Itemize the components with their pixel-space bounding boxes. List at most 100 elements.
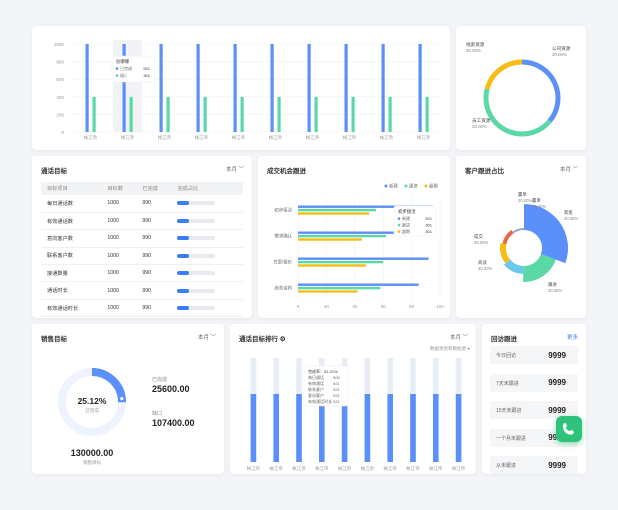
follow-up-value: 9999 (548, 460, 566, 470)
sales-target-title: 销售目标 (41, 336, 67, 343)
data-update-note[interactable]: 数据更新和数据源 ● (430, 346, 470, 351)
legend-dot (115, 74, 119, 77)
y-tick-label: 商务谈判 (274, 285, 292, 292)
call-target-period-select[interactable]: 本月 ﹀ (225, 167, 244, 173)
table-row: 联系客户数 1000 990 (41, 247, 243, 266)
tooltip-row: 完成率：91.21% (308, 368, 338, 374)
resource-donut-card: 线索资源 30.00% 公司资源 30.00% 员工资源 30.00% (456, 26, 586, 150)
bar-series-2 (425, 96, 429, 132)
y-tick-label: 400 (56, 95, 64, 100)
legend-dot (424, 184, 428, 188)
x-tick-label: 80 (409, 304, 414, 309)
sales-percent-label: 已完成 (85, 408, 99, 413)
x-tick-label: 帐江帝 (121, 134, 135, 141)
customer-ratio-chart: 赢单30.00%新客30.00%跟进30.00%成交30.00%商谈30.00%… (474, 191, 578, 293)
call-ranking-chart: 帐江帝 帐江帝 帐江帝 帐江帝 帐江帝 帐江帝 帐江帝 帐江帝 帐江帝 帐江帝 完成率：91.21%… (247, 358, 466, 472)
follow-up-label: 一个月未跟进 (496, 435, 527, 442)
progress-cell (171, 212, 243, 231)
x-tick-label: 帐江帝 (429, 465, 443, 472)
hbar (298, 264, 367, 267)
legend-label: 新建 (389, 183, 398, 190)
follow-up-label: 15天未跟进 (496, 408, 522, 414)
call-target-table: 目标项目 目标数 已完成 完成占比 每日通话数 1000 990 有效通话数 1000 9… (41, 182, 243, 318)
table-cell: 每日通话数 (41, 195, 102, 213)
x-tick-label: 帐江帝 (361, 465, 375, 472)
progress-cell (171, 195, 243, 213)
bar-series-2 (92, 96, 96, 132)
progress-bar (177, 288, 216, 293)
table-cell: 接通数量 (41, 264, 102, 283)
bar (319, 394, 325, 462)
progress-bar (177, 253, 216, 258)
hbar (298, 286, 381, 290)
deal-follow-chart: 新建 跟进 超期0 20 40 60 80 100初步接洽需求确认方案/报价商务谈判初步接洽新… (273, 183, 444, 309)
sales-target-label: 销售目标 (83, 460, 101, 465)
table-cell: 1000 (101, 264, 137, 283)
bar (387, 394, 393, 462)
pie-label: 赢单 (532, 197, 541, 204)
rose-slice (524, 204, 568, 264)
tooltip-label: 跟进 (402, 222, 410, 228)
bar-series-1 (233, 44, 237, 132)
table-cell: 1000 (101, 212, 137, 231)
bar-series-1 (85, 44, 89, 132)
follow-up-item[interactable]: 从未跟进 9999 (490, 456, 578, 474)
table-row: 有效通话数 1000 990 (41, 212, 243, 231)
x-tick-label: 帐江帝 (417, 134, 431, 141)
progress-fill (177, 253, 189, 258)
progress-cell (171, 264, 243, 283)
phone-call-button[interactable] (556, 416, 582, 442)
legend-label: 跟进 (409, 183, 418, 190)
tooltip-value: 921 (425, 216, 432, 221)
follow-up-item[interactable]: 15天未跟进 9999 (490, 401, 578, 419)
bar (296, 394, 302, 462)
sales-target-card: 销售目标 本月 ﹀ 25.12% 已完成 已完成 25600.00 缺口 107… (32, 324, 224, 474)
phone-icon (563, 423, 574, 435)
follow-up-item[interactable]: 今日回访 9999 (490, 346, 578, 364)
bar (455, 394, 462, 462)
follow-up-title: 回访跟进 (491, 336, 517, 343)
follow-up-more-link[interactable]: 更多 (566, 335, 578, 341)
tooltip-row: 每日通话 500 (308, 374, 341, 380)
follow-up-item[interactable]: 7天未跟进 9999 (490, 373, 578, 392)
x-tick-label: 帐江帝 (406, 465, 420, 472)
sales-target-period-select[interactable]: 本月 ﹀ (197, 335, 216, 341)
y-tick-label: 1000 (54, 42, 65, 47)
bar-series-2 (166, 96, 170, 132)
sales-done-label: 已完成 (152, 377, 168, 383)
progress-cell (171, 299, 243, 318)
donut-slice (483, 88, 552, 137)
bar-series-2 (129, 96, 133, 132)
pie-percent: 30.00% (548, 288, 562, 293)
top-bar-chart: 1000 800 600 400 200 0 帐江帝 帐江帝 帐江帝 帐江帝 帐江帝 帐江帝 帐江帝 帐江… (54, 40, 442, 141)
hbar (298, 260, 384, 264)
hbar (298, 212, 369, 215)
bar-series-1 (196, 44, 200, 132)
bar-series-1 (307, 44, 311, 132)
table-cell: 990 (136, 212, 172, 231)
pie-percent: 30.00% (466, 48, 481, 53)
call-target-title: 通话目标 (41, 168, 67, 175)
customer-ratio-card: 客户跟进占比 本月 ﹀ 赢单 30.00% 新客 30.00% 跟进 30.00% 成交 30… (456, 156, 586, 318)
rose-slice (502, 229, 514, 245)
legend-dot (397, 223, 401, 227)
bar (364, 394, 371, 462)
pie-label: 跟进 (548, 281, 557, 288)
follow-up-label: 7天未跟进 (496, 380, 519, 387)
tooltip-value: 301 (425, 229, 432, 234)
x-tick-label: 60 (381, 304, 386, 309)
customer-ratio-period-select[interactable]: 本月 ﹀ (559, 167, 578, 173)
progress-cell (171, 281, 243, 300)
pie-label: 新客 (564, 209, 573, 216)
pie-percent: 30.00% (532, 204, 546, 209)
rose-slice (512, 228, 524, 234)
call-ranking-period-select[interactable]: 本月 ﹀ (449, 335, 468, 341)
table-cell: 990 (136, 264, 172, 283)
tooltip-title: 驻哪哪 (116, 58, 130, 65)
customer-ratio-title: 客户跟进占比 (465, 168, 504, 175)
hbar (298, 283, 419, 286)
y-tick-label: 方案/报价 (273, 259, 292, 266)
pie-label: 公司资源 (552, 45, 571, 52)
x-tick-label: 20 (324, 304, 329, 309)
x-tick-label: 0 (297, 304, 300, 309)
